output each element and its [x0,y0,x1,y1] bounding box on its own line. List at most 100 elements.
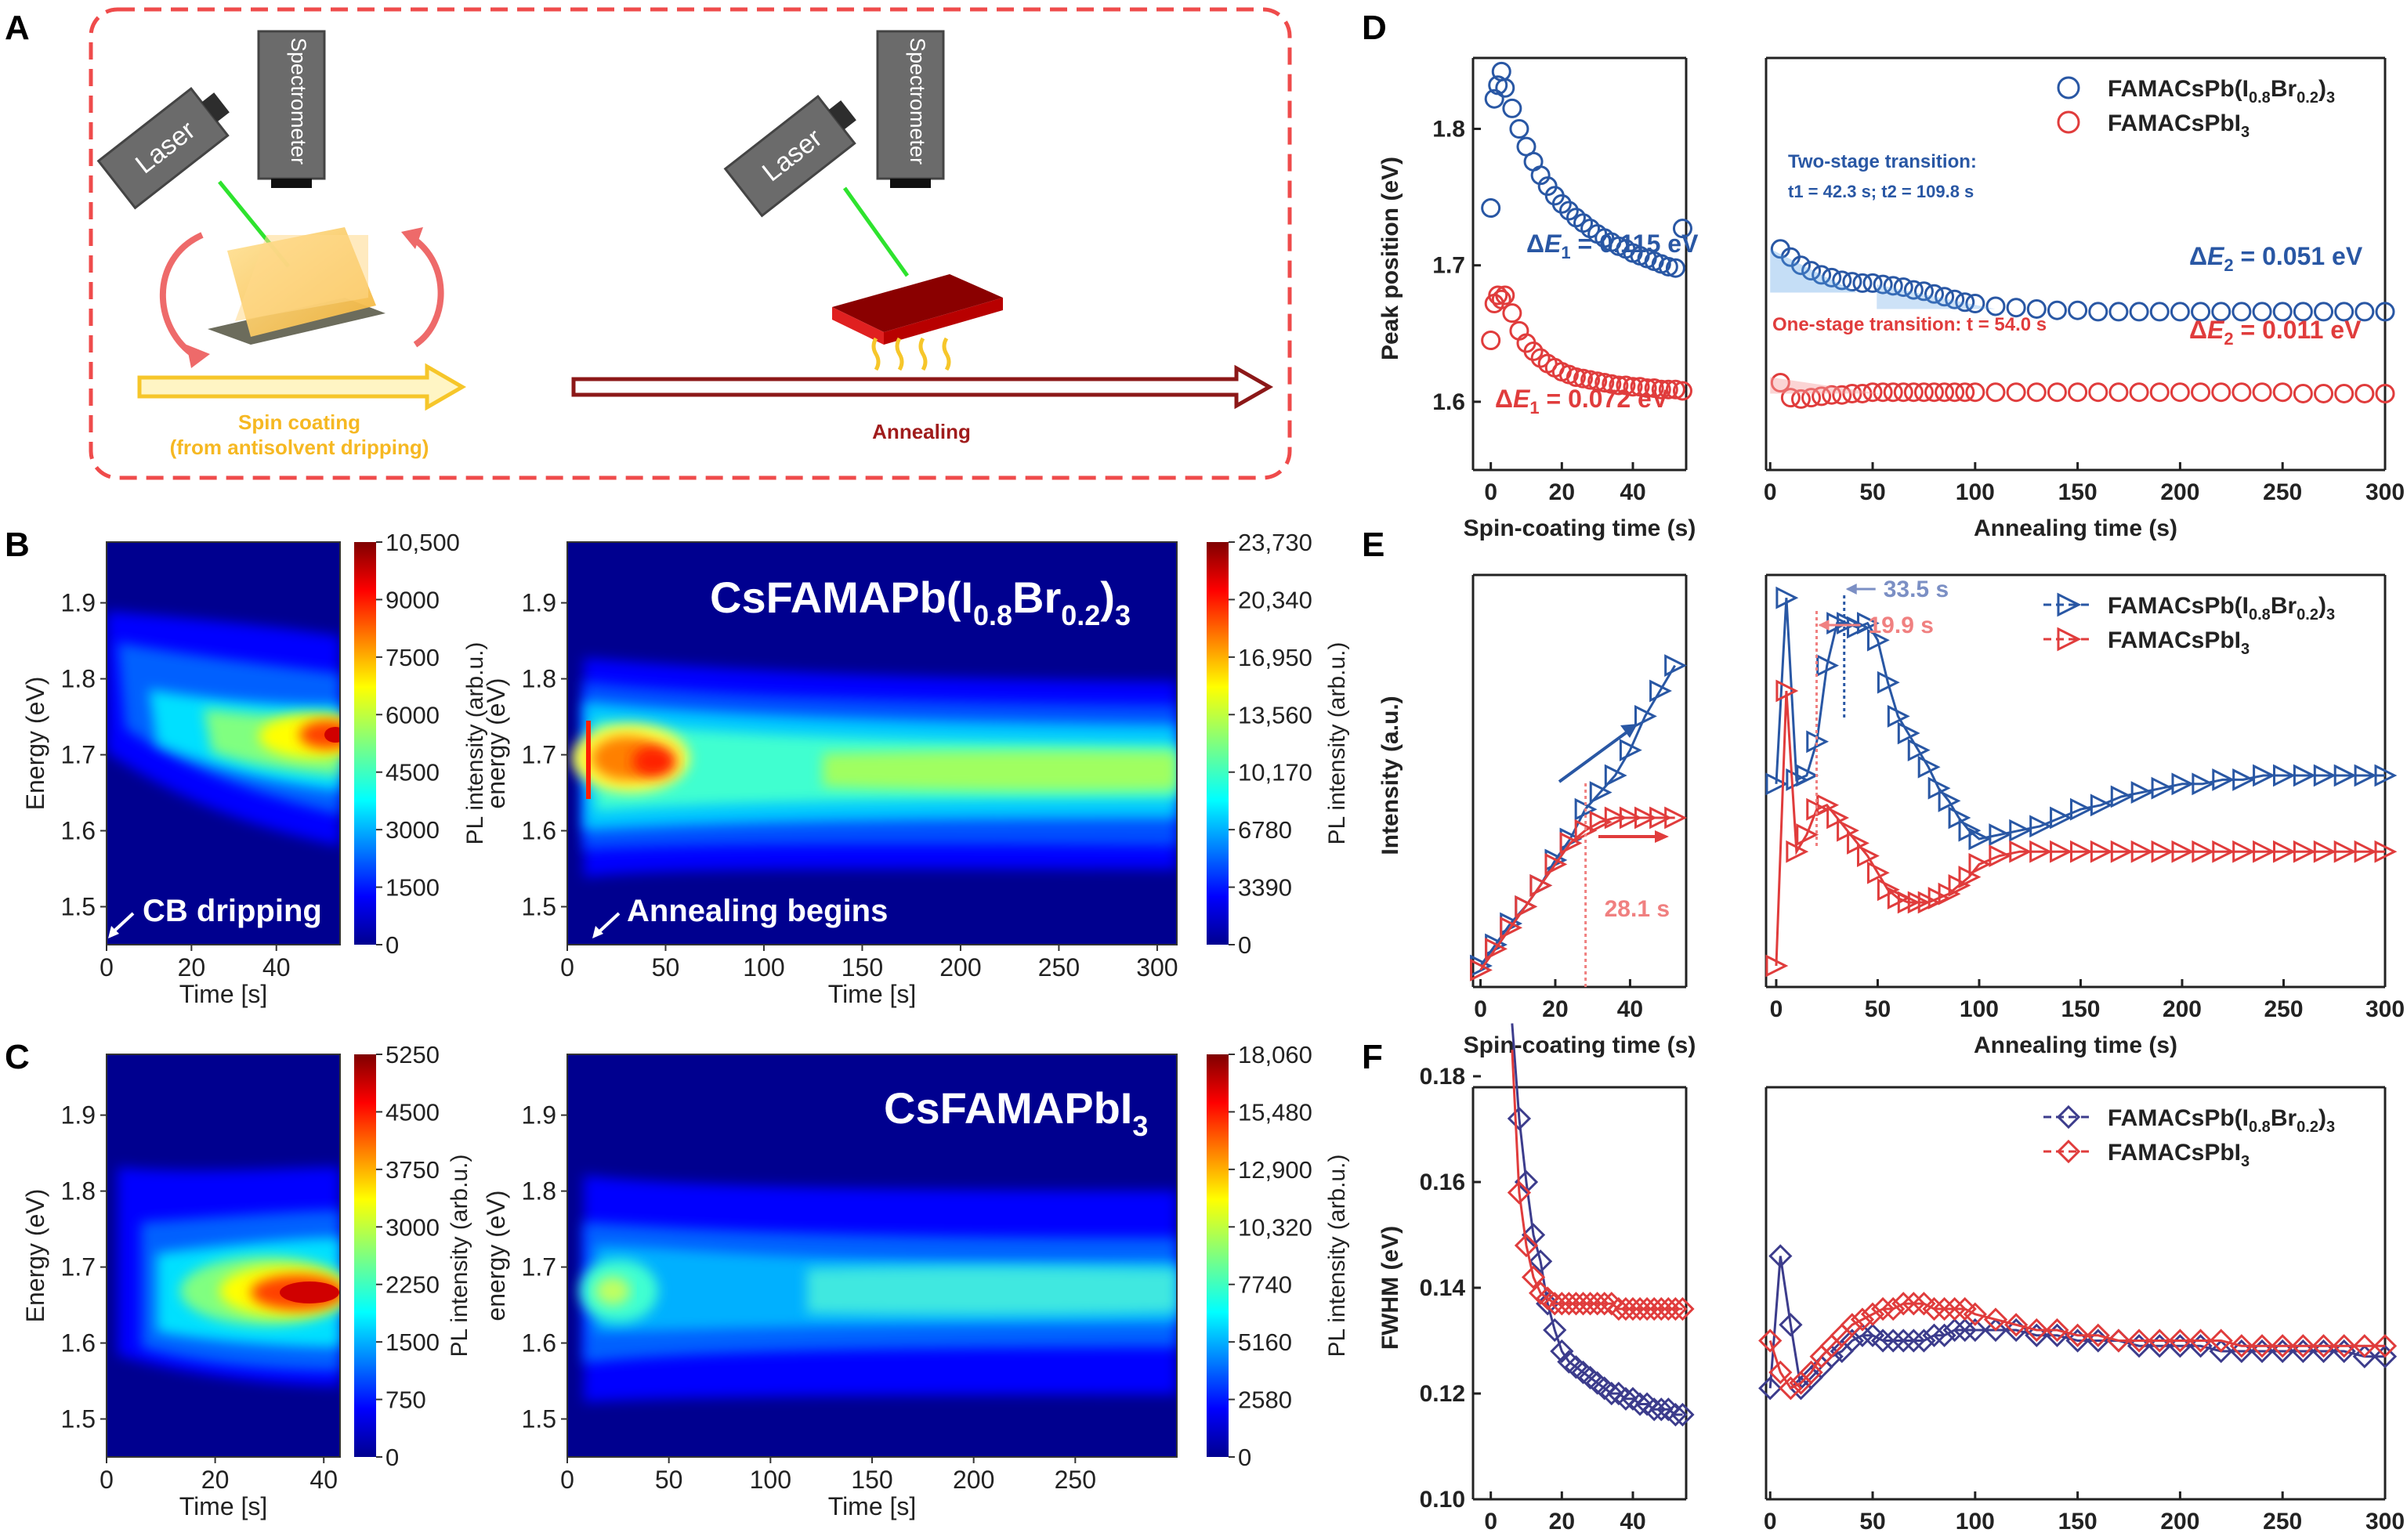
x-axis-label: Time [s] [179,980,268,1008]
x-tick-label: 100 [1956,1509,1995,1535]
data-point [1502,98,1522,118]
y-tick-label: 1.9 [61,1101,96,1130]
data-point [2129,302,2149,322]
rotation-arrow-left [159,232,204,360]
data-point [2209,1339,2233,1364]
data-point [1816,654,1840,678]
data-point [1768,1360,1793,1385]
data-point [2057,627,2082,652]
data-point [1881,1296,1906,1321]
colorbar-tick-label: 12,900 [1238,1156,1312,1184]
series-line [1768,1256,2385,1391]
x-tick-label: 0 [1764,1509,1777,1535]
data-point [2272,840,2296,863]
data-point [1491,289,1511,309]
spin-arrow [137,363,466,411]
data-point [2090,840,2113,863]
data-point [1775,679,1799,703]
data-point [2171,840,2195,863]
data-point [2231,382,2252,403]
data-point [1897,721,1920,745]
heat-waves [871,337,951,371]
data-point [2188,1329,2213,1353]
data-point [1775,586,1799,609]
data-point [2374,840,2398,863]
data-point [1604,806,1627,830]
b-anneal-title: CsFAMAPb(I0.8Br0.2)3 [710,573,1131,631]
data-point [1672,381,1692,401]
data-point [1840,1313,1864,1337]
y-tick-label: 1.9 [522,1101,556,1130]
panel-f: 0 20 40 0 50 100 150 200 250 300 0.10 0.12 0.14 0.16 0… [1377,1023,2405,1535]
data-point [1768,1244,1793,1268]
legend-label: FAMACsPb(I0.8Br0.2)3 [2108,76,2335,107]
data-point [1514,1233,1539,1258]
data-point [2332,1334,2356,1358]
x-axis-label: Time [s] [828,1492,917,1520]
data-point [2211,302,2231,322]
colorbar-tick-label: 4500 [385,759,440,786]
data-point [1580,370,1601,390]
panel-c: C 0 20 40 1.5 1.6 1.7 1.8 1.9 Time [s] Energy (eV… [5,1038,1350,1520]
data-point [1529,1249,1553,1274]
data-point [1955,292,1975,313]
x-tick-label: 50 [1865,996,1891,1022]
data-point [1983,1318,2008,1343]
x-tick-label: 20 [178,953,206,981]
data-point [2148,1329,2172,1353]
data-point [2088,302,2108,322]
data-point [1481,331,1501,351]
data-point [2090,793,2113,817]
y-tick-label: 1.5 [522,1405,556,1433]
colorbar-tick-label: 5160 [1238,1329,1292,1356]
data-point [2029,840,2053,863]
blue-time-label: 33.5 s [1884,577,1949,602]
colorbar-tick-label: 18,060 [1238,1041,1312,1068]
spin-coating-sublabel: (from antisolvent dripping) [170,436,429,459]
x-tick-label: 250 [2263,1509,2302,1535]
data-point [1860,1323,1885,1347]
data-point [2149,382,2170,403]
data-point [2191,302,2211,322]
data-point [1840,1329,1864,1353]
data-point [2047,382,2067,403]
data-point [1881,1329,1906,1353]
colorbar-b-spin [354,542,376,945]
x-tick-label: 0 [1770,996,1783,1022]
data-point [1850,1307,1875,1332]
data-point [2057,76,2080,99]
data-point [1765,772,1789,796]
data-point [1857,612,1880,635]
x-tick-label: 0 [100,1466,114,1494]
data-point [1602,374,1622,394]
data-point [1938,789,1961,812]
data-point [2272,764,2296,787]
panel-a: A Laser Spectrometer Spin coating [5,7,1292,480]
y-tick-label: 1.5 [522,893,556,921]
axes-b-anneal: 0 50 100 150 200 250 300 1.5 1.6 1.7 1.8 1.9 Time [s… [482,541,1178,1008]
data-point [2009,840,2032,863]
colorbar-tick-label: 10,170 [1238,759,1312,786]
data-point [2108,382,2129,403]
y-tick-label: 1.9 [61,589,96,617]
colorbar-tick-label: 15,480 [1238,1098,1312,1126]
data-point [1985,382,2006,403]
data-point [1832,385,1852,405]
y-tick-label: 1.7 [522,741,556,769]
x-tick-label: 300 [2365,479,2405,505]
y-axis-label: Energy (eV) [21,1189,49,1323]
x-tick-label: 20 [1549,1509,1575,1535]
series [1470,586,2398,978]
data-point [1470,958,1493,981]
data-point [2373,1334,2398,1358]
data-point [2069,840,2093,863]
data-point [2108,302,2129,322]
x-axis-label: Time [s] [828,980,917,1008]
panel-label-b: B [5,526,30,564]
data-point [1637,378,1657,398]
data-point [1644,378,1664,398]
y-tick-label: 0.10 [1420,1487,1465,1513]
panel-label-e: E [1362,526,1384,564]
y-axis-label: energy (eV) [482,1190,510,1321]
